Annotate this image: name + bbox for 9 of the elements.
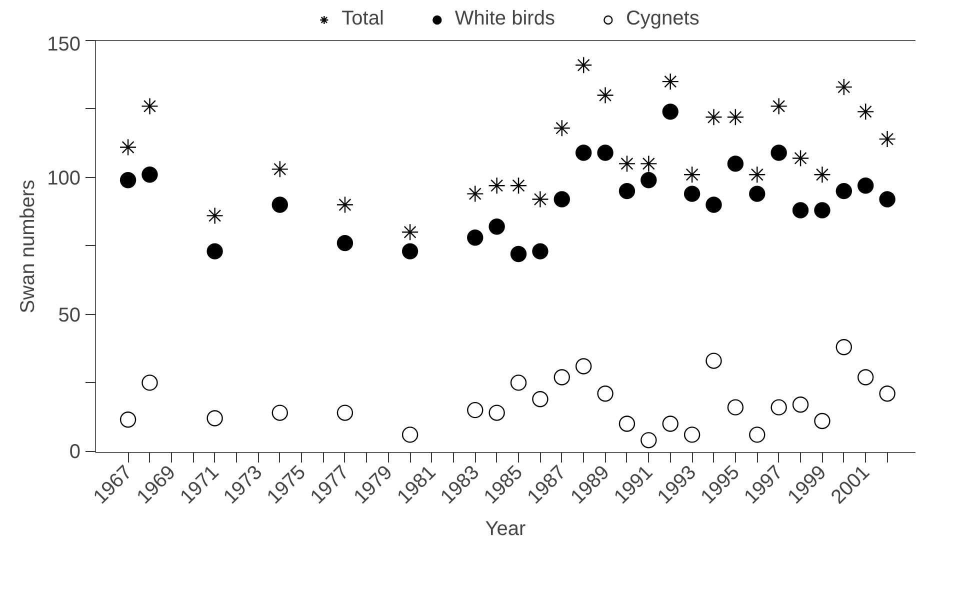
legend-label: Cygnets <box>626 8 700 30</box>
legend-label: White birds <box>454 8 555 30</box>
legend-label: Total <box>342 8 384 30</box>
x-axis-title: Year <box>485 518 526 540</box>
y-tick-label: 100 <box>47 167 81 190</box>
y-tick-label: 50 <box>58 304 81 326</box>
y-tick-label: 0 <box>69 441 80 464</box>
y-axis-title: Swan numbers <box>17 180 40 314</box>
y-tick-label: 150 <box>47 34 81 56</box>
